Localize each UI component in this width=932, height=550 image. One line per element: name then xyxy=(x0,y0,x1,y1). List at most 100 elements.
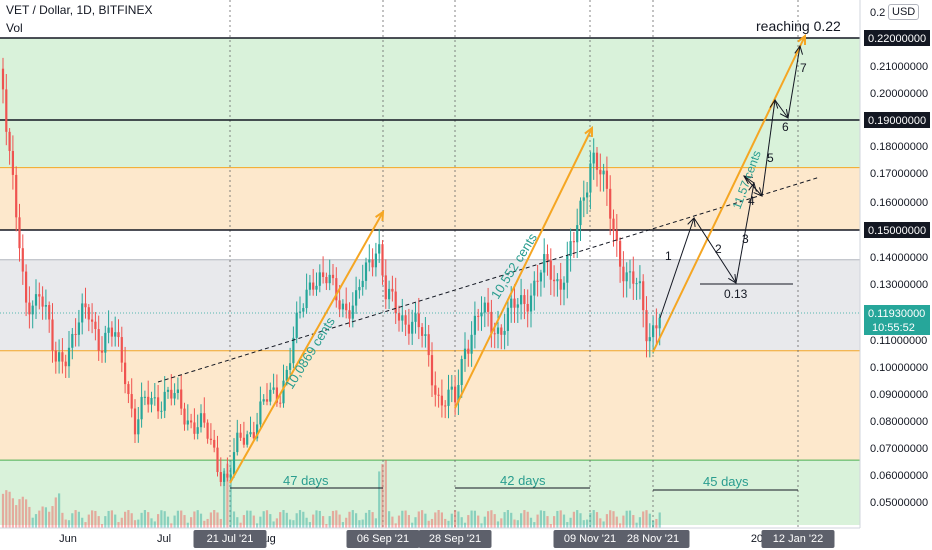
candle-body xyxy=(374,253,377,268)
candle-body xyxy=(44,305,47,307)
candle-body xyxy=(318,272,321,286)
candle-body xyxy=(493,333,496,335)
volume-bar xyxy=(64,519,67,528)
volume-bar xyxy=(378,471,381,528)
candle-body xyxy=(397,313,401,321)
volume-bar xyxy=(536,514,539,528)
candle-body xyxy=(622,266,625,282)
candle-body xyxy=(619,240,622,267)
candle-body xyxy=(523,295,526,304)
candle-body xyxy=(490,311,493,334)
candle-body xyxy=(533,280,536,296)
candle-body xyxy=(520,295,523,305)
volume-bar xyxy=(628,510,632,528)
volume-bar xyxy=(256,523,259,528)
candle-body xyxy=(5,89,8,132)
volume-bar xyxy=(213,510,216,528)
level-price-tag xyxy=(864,112,930,128)
volume-bar xyxy=(298,510,302,528)
volume-bar xyxy=(331,510,335,528)
candle-body xyxy=(232,452,236,475)
candle-body xyxy=(71,333,74,348)
volume-bar xyxy=(325,523,328,528)
date-tag-label: 21 Jul '21 xyxy=(207,533,254,545)
candle-body xyxy=(328,274,331,284)
volume-bar xyxy=(355,513,358,528)
candle-body xyxy=(553,279,556,282)
volume-bar xyxy=(226,463,229,528)
annotation-label: 47 days xyxy=(283,473,329,488)
volume-bar xyxy=(391,516,394,528)
candle-body xyxy=(67,347,71,367)
level-price-label: 0.22000000 xyxy=(868,33,926,45)
volume-bar xyxy=(34,514,38,528)
candle-body xyxy=(391,288,394,292)
candle-body xyxy=(137,419,140,435)
volume-bar xyxy=(483,516,486,528)
volume-bar xyxy=(397,515,401,528)
volume-bar xyxy=(259,516,262,528)
candle-body xyxy=(378,244,381,254)
candle-body xyxy=(120,337,123,363)
candle-body xyxy=(506,307,509,331)
volume-bar xyxy=(496,521,500,528)
candle-body xyxy=(467,348,470,354)
volume-bar xyxy=(124,511,127,528)
candle-body xyxy=(193,422,196,434)
candle-body xyxy=(25,271,28,303)
candle-body xyxy=(289,363,292,370)
candle-body xyxy=(589,163,592,193)
volume-bar xyxy=(114,514,117,528)
currency-button[interactable]: USD xyxy=(888,4,920,20)
candle-body xyxy=(124,362,127,385)
volume-bar xyxy=(566,522,569,528)
volume-bar xyxy=(130,513,133,528)
volume-bar xyxy=(1,493,5,528)
candle-body xyxy=(536,280,539,282)
y-tick-label: 0.18000000 xyxy=(870,141,928,153)
wave-arrow xyxy=(774,99,789,119)
candle-body xyxy=(236,432,239,453)
candle-body xyxy=(269,389,272,402)
candle-body xyxy=(216,447,219,473)
volume-bar xyxy=(371,512,374,528)
volume-bar xyxy=(559,510,562,528)
volume-bar xyxy=(480,523,483,528)
candle-body xyxy=(414,313,417,322)
annotation-label: 42 days xyxy=(500,473,546,488)
candle-body xyxy=(15,174,18,218)
volume-bar xyxy=(97,516,100,528)
level-price-tag xyxy=(864,222,930,238)
volume-bar xyxy=(335,510,338,528)
volume-bar xyxy=(183,515,186,528)
candle-body xyxy=(190,420,193,423)
candle-body xyxy=(407,324,410,334)
zone-green xyxy=(0,120,860,168)
volume-bar xyxy=(642,511,645,528)
date-tag xyxy=(616,530,690,548)
volume-bar xyxy=(38,510,41,528)
volume-bar xyxy=(516,520,519,528)
volume-bar xyxy=(54,497,57,528)
candle-body xyxy=(100,350,104,353)
candle-body xyxy=(51,319,54,351)
annotation-label: 0.13 xyxy=(724,287,748,301)
volume-bar xyxy=(170,523,173,528)
candle-body xyxy=(638,281,641,284)
volume-bar xyxy=(592,510,595,528)
candle-body xyxy=(388,288,391,300)
candle-body xyxy=(133,408,137,435)
volume-bar xyxy=(107,510,110,528)
candle-body xyxy=(331,274,335,279)
volume-bar xyxy=(368,510,371,528)
volume-bar xyxy=(424,513,427,528)
volume-bar xyxy=(652,520,655,528)
candle-body xyxy=(186,420,189,425)
volume-bar xyxy=(272,521,275,528)
candle-body xyxy=(503,330,506,335)
volume-bar xyxy=(582,520,585,528)
volume-bar xyxy=(242,515,245,528)
level-price-tag xyxy=(864,30,930,46)
candle-body xyxy=(483,302,486,313)
